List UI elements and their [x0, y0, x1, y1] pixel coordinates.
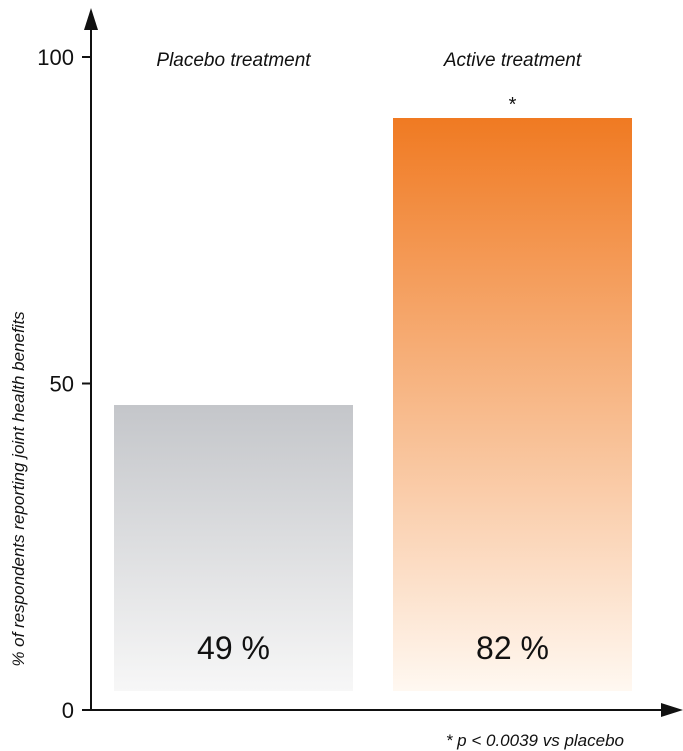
value-label-active: 82 %: [476, 630, 549, 666]
bar-active: [393, 118, 632, 691]
y-tick-label: 100: [37, 45, 74, 70]
x-axis-arrow: [661, 703, 683, 717]
footnote: * p < 0.0039 vs placebo: [446, 731, 624, 750]
category-label-placebo: Placebo treatment: [156, 50, 311, 71]
y-tick-label: 0: [62, 698, 74, 723]
bar-placebo: [114, 405, 353, 691]
category-label-active: Active treatment: [443, 50, 582, 71]
y-axis-arrow: [84, 8, 98, 30]
bars: Placebo treatment 49 % Active treatment 82 …: [114, 50, 632, 691]
y-axis-ticks: 0 50 100: [37, 45, 91, 723]
y-axis-title: % of respondents reporting joint health …: [9, 311, 28, 667]
significance-marker: *: [509, 94, 517, 116]
value-label-placebo: 49 %: [197, 630, 270, 666]
y-tick-label: 50: [50, 372, 74, 397]
